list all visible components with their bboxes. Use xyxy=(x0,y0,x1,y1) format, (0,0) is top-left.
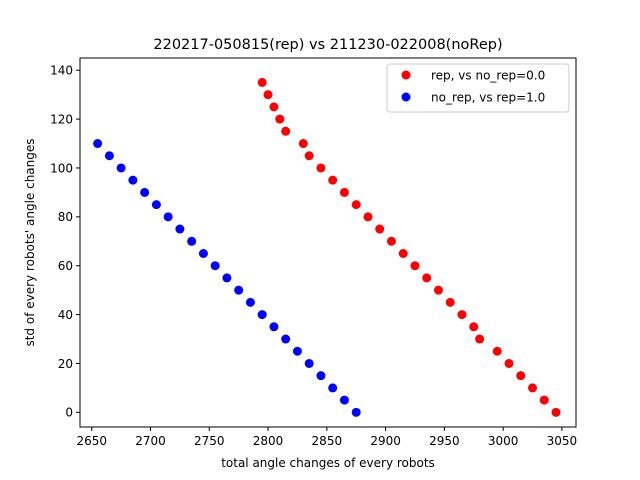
legend-marker-rep xyxy=(401,70,411,80)
y-tick-label: 80 xyxy=(58,210,73,224)
data-point xyxy=(304,151,314,161)
x-tick-label: 2800 xyxy=(253,434,284,448)
data-point xyxy=(492,346,502,356)
data-point xyxy=(528,383,538,393)
data-point xyxy=(263,90,273,100)
x-tick-label: 2850 xyxy=(312,434,343,448)
y-axis-label: std of every robots' angle changes xyxy=(23,138,37,346)
legend: rep, vs no_rep=0.0 no_rep, vs rep=1.0 xyxy=(386,63,570,113)
y-tick-label: 20 xyxy=(58,357,73,371)
data-point xyxy=(128,175,138,185)
y-tick-label: 0 xyxy=(65,406,73,420)
data-point xyxy=(475,334,485,344)
legend-label-no-rep: no_rep, vs rep=1.0 xyxy=(431,91,545,105)
data-point xyxy=(281,334,291,344)
data-point xyxy=(304,358,314,368)
data-point xyxy=(269,102,279,112)
data-point xyxy=(516,371,526,381)
y-axis: 0 20 40 60 80 100 120 140 xyxy=(50,64,80,420)
data-point xyxy=(175,224,185,234)
data-point xyxy=(275,114,285,124)
y-tick-label: 100 xyxy=(50,161,73,175)
data-point xyxy=(269,322,279,332)
data-point xyxy=(116,163,126,173)
data-point xyxy=(398,248,408,258)
x-axis-label: total angle changes of every robots xyxy=(221,456,435,470)
data-point xyxy=(328,383,338,393)
data-point xyxy=(316,371,326,381)
data-point xyxy=(504,358,514,368)
data-point xyxy=(222,273,232,283)
data-point xyxy=(539,395,549,405)
data-point xyxy=(410,261,420,271)
data-point xyxy=(445,297,455,307)
data-point xyxy=(457,310,467,320)
plot-frame xyxy=(79,57,577,428)
data-point xyxy=(210,261,220,271)
y-tick-label: 140 xyxy=(50,64,73,78)
y-tick-label: 40 xyxy=(58,308,73,322)
chart-title: 220217-050815(rep) vs 211230-022008(noRe… xyxy=(153,37,502,53)
data-point xyxy=(257,77,267,87)
data-point xyxy=(234,285,244,295)
series-rep xyxy=(257,77,561,417)
data-markers xyxy=(93,77,561,417)
data-point xyxy=(298,139,308,149)
data-point xyxy=(351,407,361,417)
x-tick-label: 3000 xyxy=(488,434,519,448)
data-point xyxy=(433,285,443,295)
x-tick-label: 3050 xyxy=(547,434,578,448)
data-point xyxy=(140,187,150,197)
data-point xyxy=(151,200,161,210)
x-tick-label: 2700 xyxy=(135,434,166,448)
legend-label-rep: rep, vs no_rep=0.0 xyxy=(431,69,545,83)
y-tick-label: 120 xyxy=(50,112,73,126)
data-point xyxy=(551,407,561,417)
data-point xyxy=(339,187,349,197)
data-point xyxy=(198,248,208,258)
data-point xyxy=(316,163,326,173)
x-tick-label: 2900 xyxy=(370,434,401,448)
x-axis: 2650 2700 2750 2800 2850 2900 2950 3000 3050 xyxy=(76,427,577,448)
x-tick-label: 2750 xyxy=(194,434,225,448)
data-point xyxy=(422,273,432,283)
legend-marker-no-rep xyxy=(401,92,411,102)
data-point xyxy=(93,139,103,149)
data-point xyxy=(163,212,173,222)
data-point xyxy=(104,151,114,161)
data-point xyxy=(257,310,267,320)
series-no-rep xyxy=(93,139,361,417)
data-point xyxy=(187,236,197,246)
data-point xyxy=(328,175,338,185)
y-tick-label: 60 xyxy=(58,259,73,273)
data-point xyxy=(339,395,349,405)
x-tick-label: 2950 xyxy=(429,434,460,448)
x-tick-label: 2650 xyxy=(76,434,107,448)
data-point xyxy=(375,224,385,234)
plot-area xyxy=(79,57,577,428)
data-point xyxy=(469,322,479,332)
data-point xyxy=(363,212,373,222)
data-point xyxy=(245,297,255,307)
data-point xyxy=(292,346,302,356)
data-point xyxy=(351,200,361,210)
data-point xyxy=(386,236,396,246)
legend-box xyxy=(386,63,570,113)
data-point xyxy=(281,126,291,136)
